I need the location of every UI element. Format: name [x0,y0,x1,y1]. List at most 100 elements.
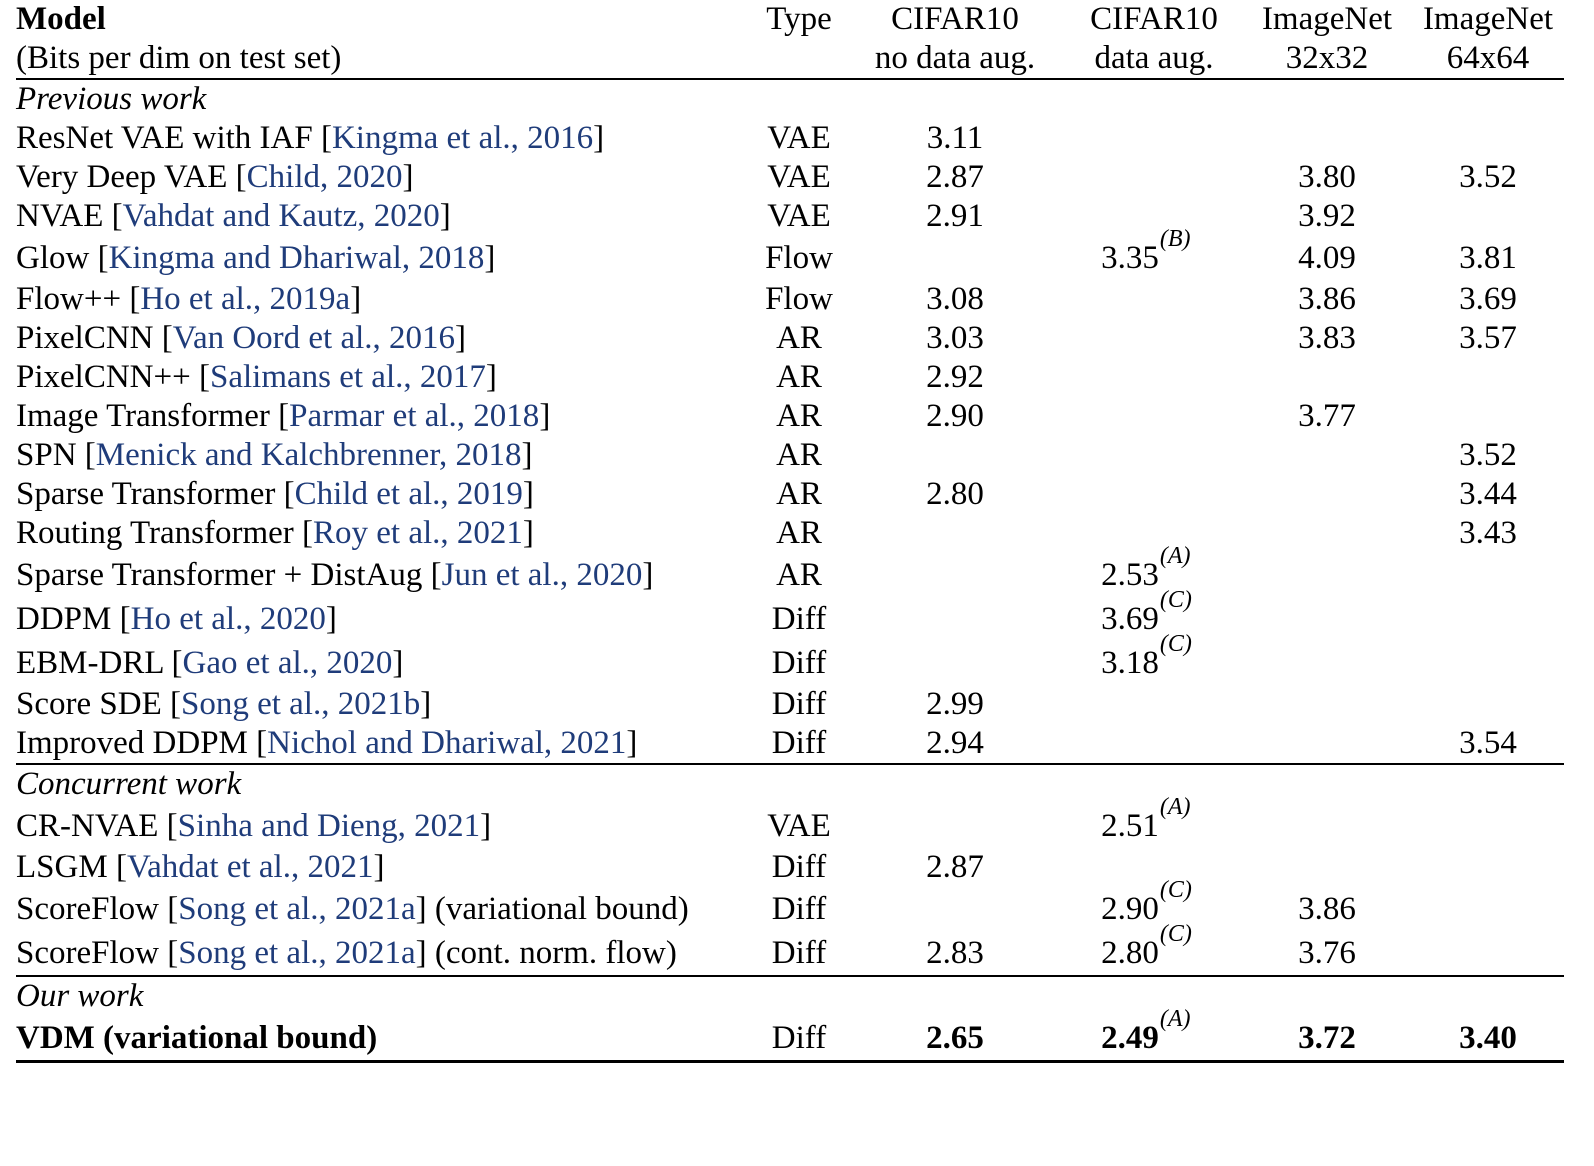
value-cifar10-aug [1066,158,1242,197]
value-cifar10-aug: 2.51 (A) [1101,794,1191,844]
citation-link[interactable]: Parmar et al., 2018 [289,398,540,434]
header-cifar10-noaug: CIFAR10 [891,1,1019,37]
value-cifar10-aug [1066,514,1242,553]
value-imagenet64: 3.52 [1459,159,1517,195]
citation-link[interactable]: Kingma et al., 2016 [331,120,594,156]
value-cifar10-noaug: 2.91 [926,198,984,234]
table-row: PixelCNN [Van Oord et al., 2016] AR 3.03 3.… [16,319,1564,358]
value-imagenet32: 3.83 [1298,320,1356,356]
value-imagenet32: 3.86 [1298,281,1356,317]
value-cifar10-aug [1066,119,1242,158]
value-imagenet64 [1412,931,1564,976]
citation-link[interactable]: Song et al., 2021a [178,891,416,927]
value-cifar10-noaug: 3.08 [926,281,984,317]
value-imagenet64: 3.40 [1459,1020,1517,1056]
header-imagenet64: ImageNet [1422,1,1554,37]
citation-link[interactable]: Van Oord et al., 2016 [172,320,456,356]
value-imagenet32 [1242,597,1412,641]
citation-link[interactable]: Salimans et al., 2017 [209,359,486,395]
section-title-our-work: Our work [16,978,144,1014]
value-imagenet64 [1412,119,1564,158]
model-name: DDPM [Ho et al., 2020] [16,601,337,637]
header-cifar10-aug-sub: data aug. [1094,40,1214,76]
value-imagenet32 [1242,641,1412,685]
value-imagenet64 [1412,197,1564,236]
value-imagenet32: 3.76 [1298,935,1356,971]
citation-link[interactable]: Vahdat and Kautz, 2020 [122,198,440,234]
value-imagenet32 [1242,514,1412,553]
citation-link[interactable]: Gao et al., 2020 [182,645,393,681]
model-type: AR [776,320,822,356]
value-imagenet32 [1242,724,1412,764]
header-model: Model [16,1,106,37]
value-imagenet32: 3.80 [1298,159,1356,195]
table-row: EBM-DRL [Gao et al., 2020] Diff 3.18 (C) [16,632,1564,685]
value-cifar10-noaug [844,236,1066,280]
model-type: Diff [771,1020,827,1056]
results-table: Model Type CIFAR10 CIFAR10 ImageNet Imag… [16,0,1564,1063]
model-name: VDM (variational bound) [16,1020,378,1056]
model-name: Routing Transformer [Roy et al., 2021] [16,515,534,551]
value-imagenet64: 3.54 [1459,725,1517,761]
table-row: ScoreFlow [Song et al., 2021a] (variatio… [16,877,1564,931]
value-cifar10-aug [1066,724,1242,764]
model-name: EBM-DRL [Gao et al., 2020] [16,645,404,681]
value-cifar10-noaug: 2.87 [926,159,984,195]
citation-link[interactable]: Sinha and Dieng, 2021 [177,808,481,844]
value-imagenet32 [1242,685,1412,724]
table-row: Sparse Transformer + DistAug [Jun et al.… [16,543,1564,597]
table-row: Improved DDPM [Nichol and Dhariwal, 2021… [16,724,1564,764]
value-cifar10-aug: 2.90 (C) [1101,877,1192,927]
value-imagenet32 [1242,804,1412,848]
table-body: Previous work ResNet VAE with IAF [Kingma… [16,79,1564,976]
citation-link[interactable]: Vahdat et al., 2021 [126,849,374,885]
value-imagenet64 [1412,887,1564,931]
model-type: AR [776,557,822,593]
citation-link[interactable]: Roy et al., 2021 [313,515,523,551]
table-row: Glow [Kingma and Dhariwal, 2018] Flow 3.35… [16,227,1564,280]
value-cifar10-noaug: 3.11 [926,120,984,156]
table-row: LSGM [Vahdat et al., 2021] Diff 2.87 [16,848,1564,887]
citation-link[interactable]: Song et al., 2021b [180,686,421,722]
value-cifar10-noaug: 2.99 [926,686,984,722]
citation-link[interactable]: Menick and Kalchbrenner, 2018 [95,437,522,473]
model-type: Flow [765,240,833,276]
citation-link[interactable]: Nichol and Dhariwal, 2021 [267,725,627,761]
value-cifar10-noaug: 2.80 [926,476,984,512]
model-name: Very Deep VAE [Child, 2020] [16,159,414,195]
citation-link[interactable]: Child, 2020 [246,159,403,195]
section-title: Concurrent work [16,766,242,802]
model-name: CR-NVAE [Sinha and Dieng, 2021] [16,808,492,844]
header-imagenet32: ImageNet [1261,1,1393,37]
table-row: Flow++ [Ho et al., 2019a] Flow 3.08 3.86 3.6… [16,280,1564,319]
model-type: AR [776,515,822,551]
value-imagenet32: 3.92 [1298,198,1356,234]
citation-link[interactable]: Ho et al., 2020 [130,601,326,637]
table-row: Routing Transformer [Roy et al., 2021] AR… [16,514,1564,553]
value-imagenet32 [1242,358,1412,397]
model-type: AR [776,437,822,473]
table-row: PixelCNN++ [Salimans et al., 2017] AR 2.92 [16,358,1564,397]
table-row: ScoreFlow [Song et al., 2021a] (cont. no… [16,922,1564,976]
model-name: PixelCNN [Van Oord et al., 2016] [16,320,467,356]
value-cifar10-aug: 2.53 (A) [1101,543,1191,593]
citation-link[interactable]: Child et al., 2019 [294,476,523,512]
citation-link[interactable]: Ho et al., 2019a [140,281,351,317]
model-name: ScoreFlow [Song et al., 2021a] (cont. no… [16,935,677,971]
value-cifar10-aug [1066,280,1242,319]
table-row: Sparse Transformer [Child et al., 2019] A… [16,475,1564,514]
value-cifar10-noaug: 2.90 [926,398,984,434]
citation-link[interactable]: Kingma and Dhariwal, 2018 [108,240,485,276]
value-cifar10-noaug: 2.65 [926,1020,984,1056]
value-cifar10-noaug [844,887,1066,931]
citation-link[interactable]: Song et al., 2021a [178,935,416,971]
table-row: Very Deep VAE [Child, 2020] VAE 2.87 3.80 3.… [16,158,1564,197]
table-row: ResNet VAE with IAF [Kingma et al., 2016… [16,119,1564,158]
value-imagenet32 [1242,436,1412,475]
header-cifar10-noaug-sub: no data aug. [874,40,1036,76]
citation-link[interactable]: Jun et al., 2020 [441,557,643,593]
value-cifar10-aug [1066,358,1242,397]
value-cifar10-aug [1066,436,1242,475]
model-type: Flow [765,281,833,317]
model-type: VAE [767,808,831,844]
